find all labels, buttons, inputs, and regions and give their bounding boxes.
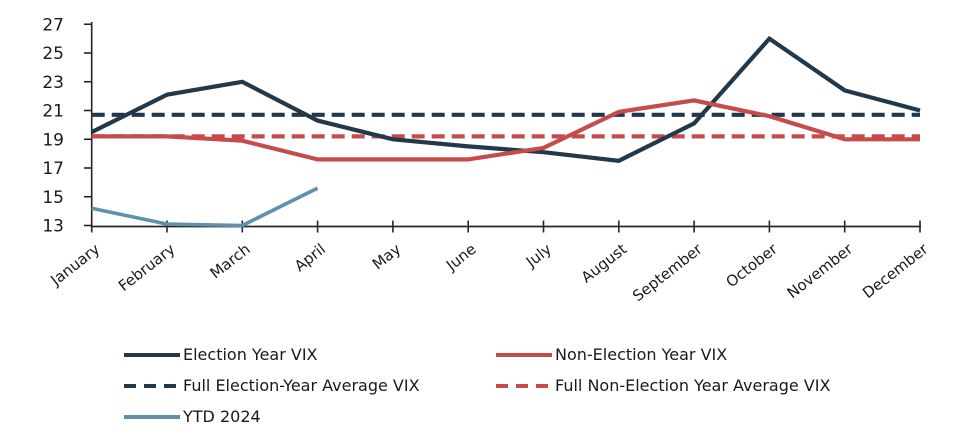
- svg-text:September: September: [629, 239, 706, 305]
- svg-text:January: January: [46, 240, 103, 290]
- legend-label: YTD 2024: [183, 407, 261, 426]
- line-sample-dashed-red: [496, 384, 552, 388]
- legend-item-non-election-year-vix: Non-Election Year VIX: [496, 344, 954, 366]
- series-ytd-2024: [91, 186, 319, 228]
- y-axis: 13 15 17 19 21 23 25 27: [42, 15, 93, 237]
- svg-text:23: 23: [42, 73, 64, 93]
- line-sample-solid-dark: [124, 353, 180, 357]
- x-axis: January February March April May June July Augu…: [46, 220, 932, 305]
- chart-legend: Election Year VIX Non-Election Year VIX …: [124, 344, 954, 428]
- legend-label: Election Year VIX: [183, 345, 318, 364]
- legend-item-full-non-election-year-average: Full Non-Election Year Average VIX: [496, 375, 954, 397]
- legend-item-ytd-2024: YTD 2024: [124, 406, 496, 428]
- legend-label: Non-Election Year VIX: [555, 345, 728, 364]
- svg-text:March: March: [207, 240, 254, 282]
- line-sample-solid-blue: [124, 415, 180, 419]
- line-sample-dashed-dark: [124, 384, 180, 388]
- vix-line-chart: 13 15 17 19 21 23 25 27 January February March Apri…: [42, 15, 932, 305]
- svg-text:July: July: [522, 240, 555, 271]
- legend-item-election-year-vix: Election Year VIX: [124, 344, 496, 366]
- svg-text:15: 15: [42, 188, 64, 208]
- svg-text:17: 17: [42, 159, 64, 179]
- svg-text:19: 19: [42, 130, 64, 150]
- legend-label: Full Election-Year Average VIX: [183, 376, 420, 395]
- svg-text:13: 13: [42, 217, 64, 237]
- svg-text:25: 25: [42, 44, 64, 64]
- plot-lines: [90, 35, 921, 228]
- svg-text:November: November: [784, 239, 857, 302]
- svg-text:May: May: [369, 240, 405, 273]
- svg-text:27: 27: [42, 15, 64, 35]
- svg-text:February: February: [115, 240, 179, 295]
- svg-text:October: October: [722, 239, 781, 291]
- svg-text:June: June: [442, 240, 480, 275]
- legend-label: Full Non-Election Year Average VIX: [555, 376, 831, 395]
- svg-text:August: August: [578, 240, 631, 287]
- svg-text:December: December: [859, 239, 932, 302]
- series-election-year-vix: [90, 35, 921, 163]
- svg-text:April: April: [291, 240, 329, 275]
- line-sample-solid-red: [496, 353, 552, 357]
- series-non-election-year-vix: [91, 98, 920, 162]
- legend-item-full-election-year-average: Full Election-Year Average VIX: [124, 375, 496, 397]
- svg-text:21: 21: [42, 102, 64, 122]
